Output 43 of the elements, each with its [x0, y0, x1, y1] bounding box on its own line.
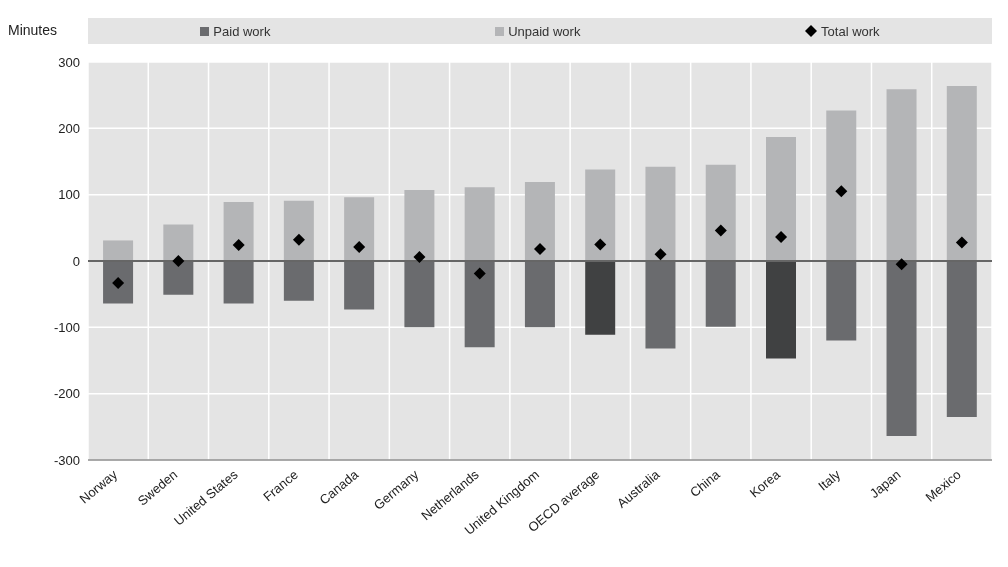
- legend-label: Unpaid work: [507, 23, 581, 39]
- bar: [464, 187, 495, 261]
- bar: [886, 89, 917, 261]
- bar: [283, 200, 314, 261]
- y-axis-title: Minutes: [8, 22, 58, 38]
- bar: [103, 240, 134, 261]
- point: [232, 239, 245, 252]
- point: [292, 233, 305, 246]
- x-tick-label: Italy: [815, 466, 844, 494]
- y-tick-label: -100: [53, 319, 80, 335]
- bar: [766, 261, 796, 359]
- y-tick-label: 200: [58, 120, 80, 136]
- bar: [344, 197, 375, 261]
- bar: [223, 201, 254, 261]
- bar: [585, 261, 616, 335]
- point: [594, 238, 607, 251]
- point: [473, 267, 486, 280]
- point: [775, 231, 788, 244]
- bar: [163, 224, 194, 261]
- point: [172, 255, 185, 267]
- y-tick-label: 0: [72, 253, 80, 269]
- bar: [524, 182, 555, 261]
- point: [955, 236, 968, 249]
- bar: [826, 110, 857, 261]
- legend-label: Total work: [820, 23, 880, 39]
- point: [835, 185, 848, 198]
- bar: [404, 190, 435, 261]
- bar: [705, 164, 736, 261]
- bar: [645, 166, 676, 261]
- point: [534, 243, 546, 256]
- bar: [585, 169, 616, 261]
- bar: [766, 136, 796, 261]
- y-tick-label: 100: [58, 187, 80, 203]
- y-tick-label: -200: [53, 386, 80, 402]
- y-tick-label: 300: [58, 54, 80, 70]
- point: [895, 258, 908, 271]
- bar: [946, 85, 977, 261]
- y-tick-label: -300: [53, 452, 80, 468]
- point: [413, 251, 426, 264]
- point: [353, 241, 366, 254]
- legend-label: Paid work: [212, 23, 271, 39]
- point: [714, 224, 727, 237]
- point: [654, 248, 667, 261]
